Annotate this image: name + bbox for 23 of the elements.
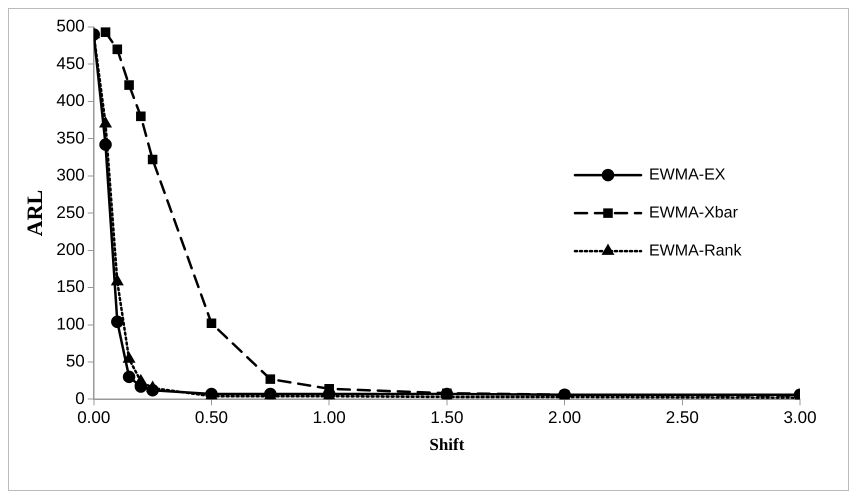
y-tick-label: 450 (56, 54, 85, 73)
x-tick-label: 2.50 (666, 408, 699, 428)
y-axis-title: ARL (22, 190, 47, 236)
y-tick-label: 200 (56, 240, 85, 260)
x-tick-label: 1.50 (430, 408, 464, 428)
y-tick-label: 100 (56, 314, 85, 334)
y-tick-label: 500 (56, 16, 85, 36)
x-tick-label: 0.00 (77, 408, 110, 428)
y-tick-label: 350 (56, 128, 85, 148)
y-tick-label: 150 (56, 277, 85, 296)
y-tick-label: 250 (56, 202, 85, 222)
y-tick-label: 0 (75, 388, 85, 408)
x-tick-label: 1.00 (312, 408, 346, 428)
legend-label: EWMA-Xbar (649, 204, 739, 222)
x-tick-label: 2.00 (548, 408, 582, 428)
x-axis-title: Shift (429, 435, 465, 454)
x-tick-label: 3.00 (783, 408, 817, 428)
y-tick-label: 50 (66, 352, 85, 371)
x-tick-label: 0.50 (194, 408, 228, 428)
legend-label: EWMA-EX (649, 166, 726, 184)
y-tick-label: 400 (56, 91, 85, 110)
y-tick-label: 300 (56, 166, 85, 185)
legend-label: EWMA-Rank (649, 242, 742, 260)
